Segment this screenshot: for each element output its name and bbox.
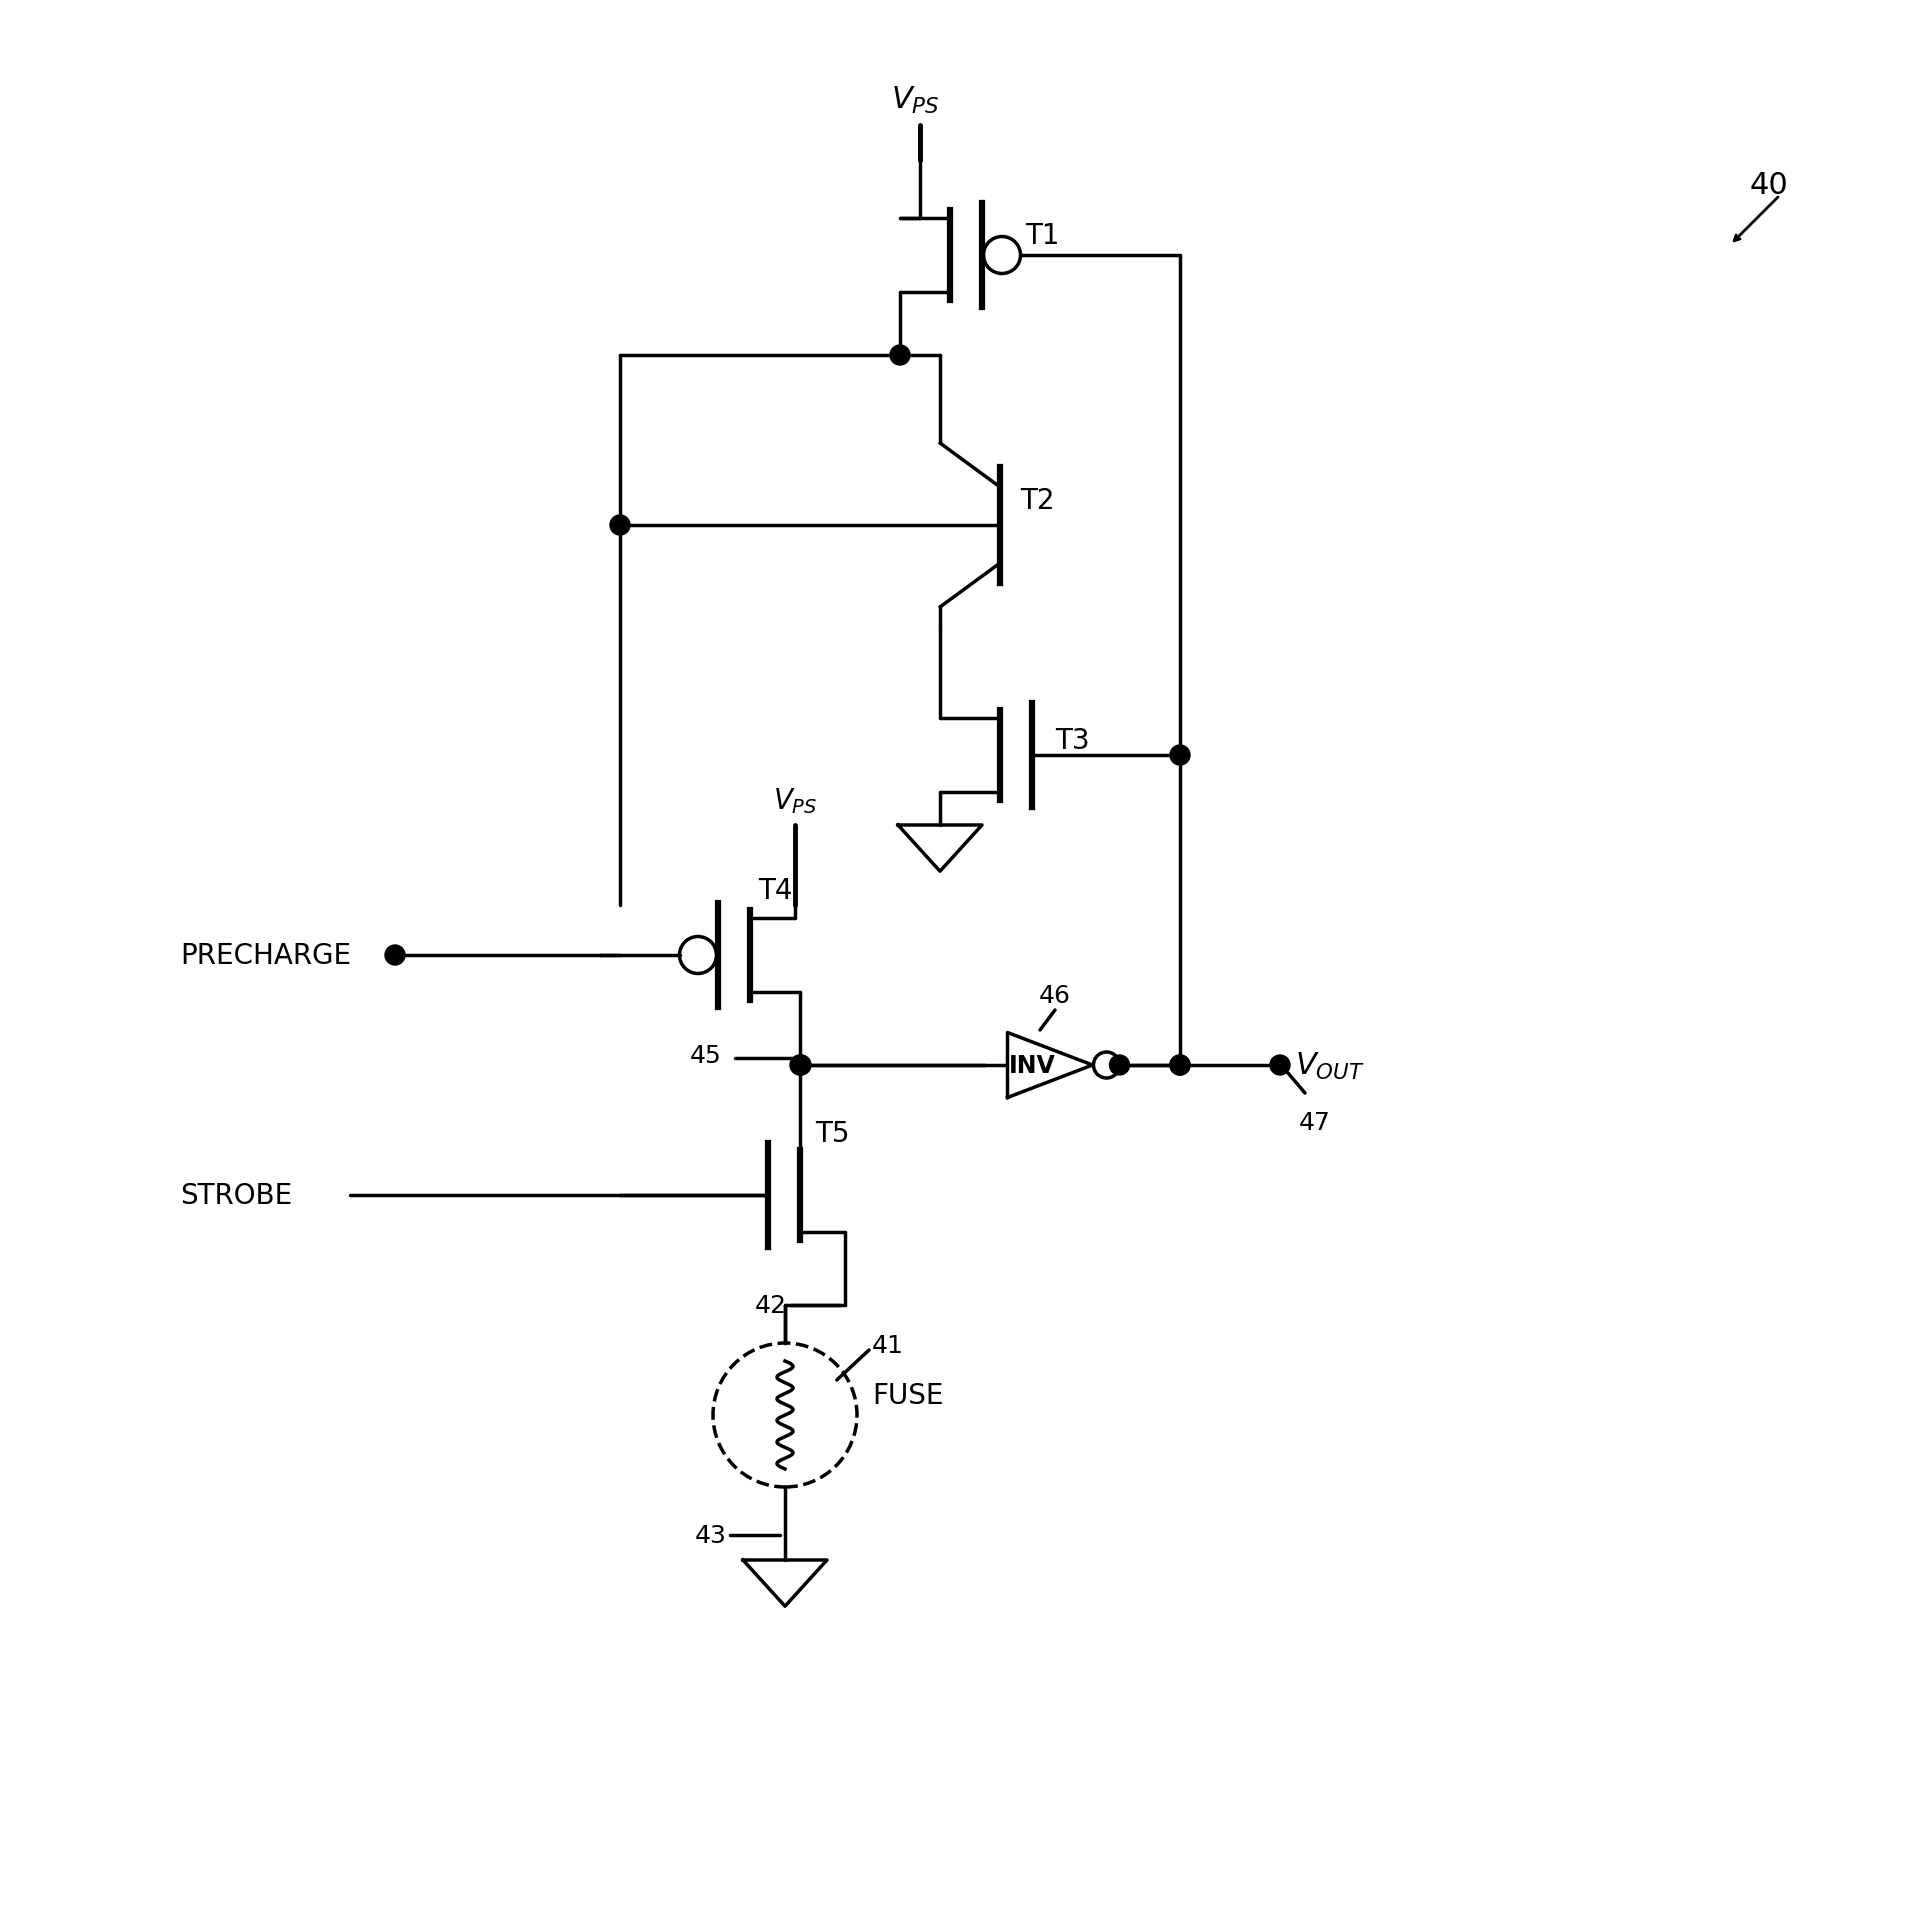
Text: PRECHARGE: PRECHARGE (180, 941, 352, 970)
Text: 47: 47 (1298, 1111, 1331, 1133)
Text: $V_{OUT}$: $V_{OUT}$ (1294, 1050, 1364, 1080)
Text: $V_{PS}$: $V_{PS}$ (891, 86, 939, 116)
Text: 41: 41 (871, 1334, 904, 1356)
Text: STROBE: STROBE (180, 1181, 292, 1210)
Text: T5: T5 (815, 1120, 848, 1147)
Circle shape (384, 945, 406, 966)
Text: FUSE: FUSE (871, 1381, 943, 1410)
Circle shape (889, 347, 910, 366)
Text: 45: 45 (690, 1044, 721, 1067)
Circle shape (1169, 1055, 1190, 1076)
Circle shape (790, 1055, 811, 1076)
Circle shape (1109, 1055, 1128, 1076)
Text: 42: 42 (755, 1293, 786, 1318)
Text: $V_{PS}$: $V_{PS}$ (773, 785, 817, 815)
Text: T2: T2 (1020, 488, 1055, 514)
Text: T3: T3 (1055, 726, 1090, 754)
Circle shape (1169, 745, 1190, 766)
Circle shape (790, 1055, 810, 1076)
Circle shape (611, 516, 630, 535)
Text: 40: 40 (1748, 171, 1787, 200)
Text: 46: 46 (1039, 983, 1070, 1008)
Text: T1: T1 (1024, 221, 1059, 250)
Text: 43: 43 (696, 1524, 726, 1547)
Circle shape (1169, 1055, 1190, 1076)
Circle shape (1269, 1055, 1289, 1076)
Text: INV: INV (1009, 1053, 1055, 1078)
Text: T4: T4 (757, 876, 792, 905)
